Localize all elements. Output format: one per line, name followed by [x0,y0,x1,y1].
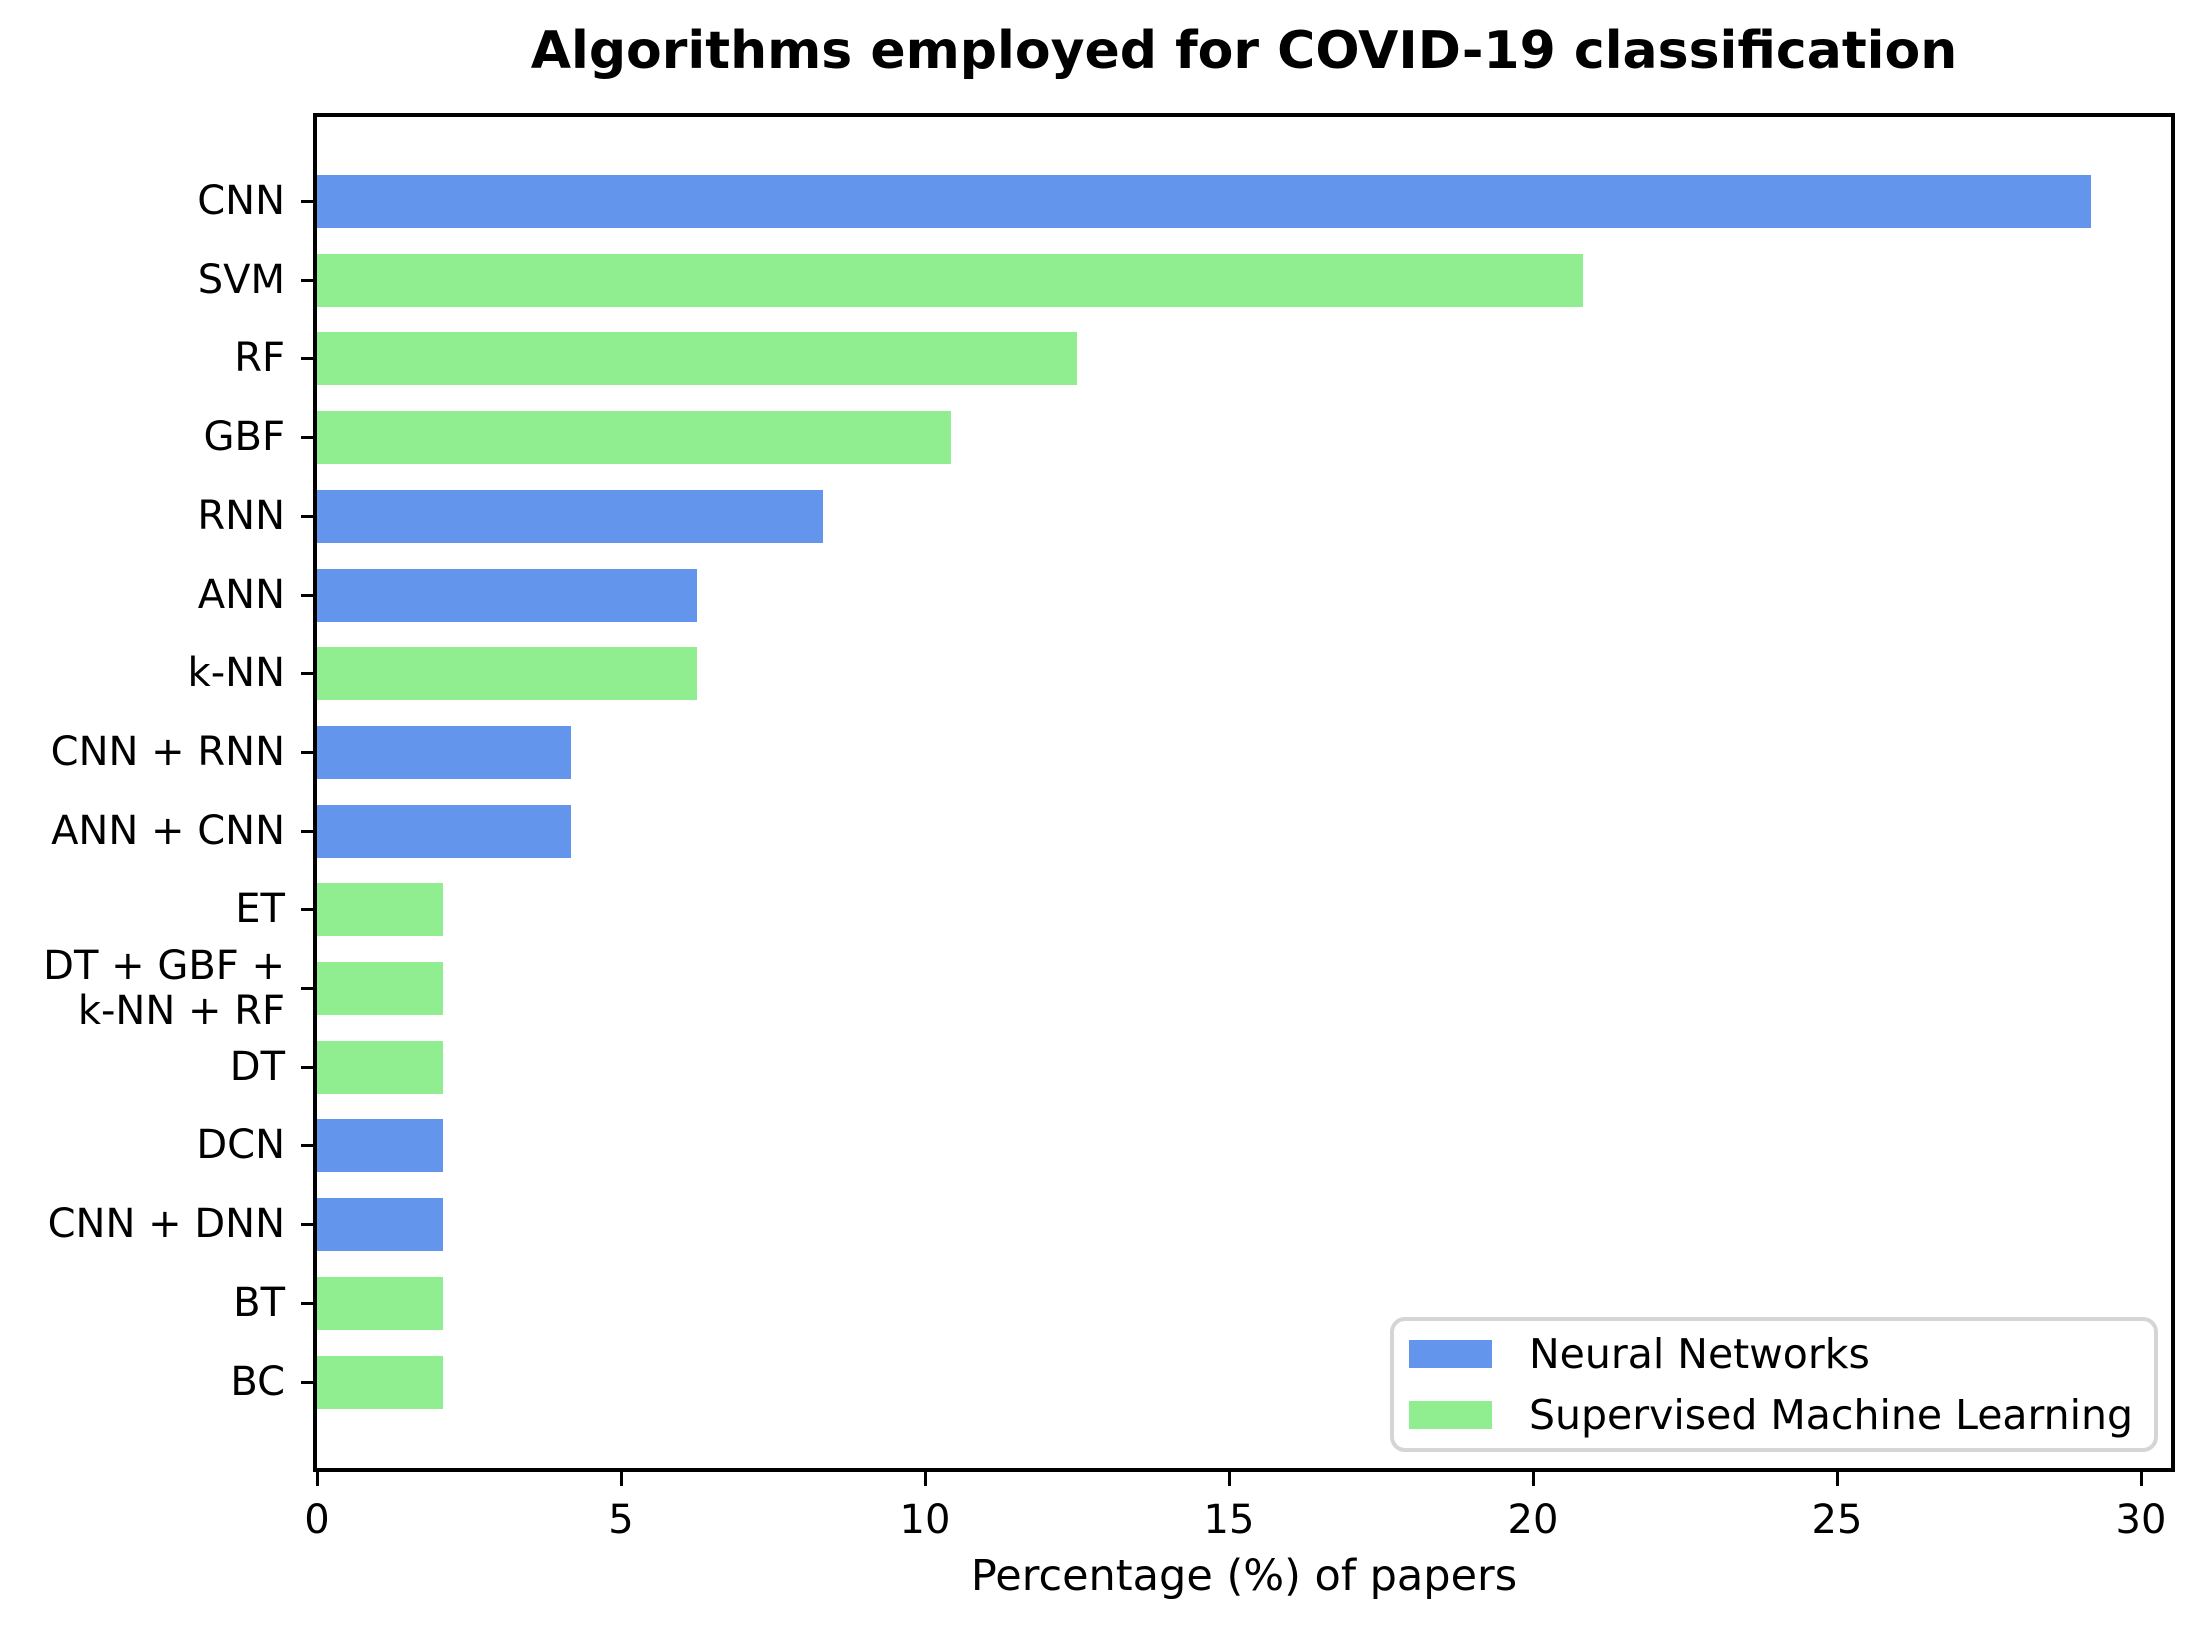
y-axis-tick [301,278,315,282]
legend-label: Supervised Machine Learning [1529,1390,2134,1439]
y-axis-tick [301,1380,315,1384]
x-axis-tick [923,1472,927,1486]
y-axis-tick [301,1223,315,1227]
legend-item: Neural Networks [1409,1326,2154,1382]
bar [317,647,697,701]
y-axis-tick [301,1144,315,1148]
x-tick-label: 5 [608,1497,634,1543]
x-axis-label: Percentage (%) of papers [970,1551,1518,1601]
x-tick-label: 15 [1203,1497,1255,1543]
y-tick-label: GBF [203,414,285,461]
bar [317,1119,443,1173]
y-axis-tick [301,436,315,440]
y-tick-label: RNN [197,492,285,539]
y-tick-label: BC [230,1358,285,1405]
legend-item: Supervised Machine Learning [1409,1387,2154,1443]
x-axis-tick [619,1472,623,1486]
y-tick-label: CNN [197,178,285,224]
y-axis-tick [301,593,315,597]
bar [317,1198,443,1252]
x-axis-tick [315,1472,319,1486]
y-tick-label: DT [229,1043,285,1090]
bar [317,962,443,1015]
y-axis-tick [301,514,315,518]
y-axis-tick [301,200,315,203]
y-tick-label: DCN [196,1122,285,1169]
legend-swatch-neural-networks [1409,1340,1492,1368]
chart-title: Algorithms employed for COVID-19 classif… [530,21,1958,81]
plot-area [313,113,2175,1472]
bar [317,804,571,858]
x-tick-label: 0 [304,1497,330,1543]
x-axis-tick [2139,1472,2143,1486]
bar [317,1040,443,1094]
y-axis-tick [301,750,315,754]
y-axis-tick [301,1301,315,1305]
x-axis-tick [1227,1472,1231,1486]
bar [317,725,571,779]
y-axis-tick [301,1065,315,1069]
y-tick-label: k-NN [187,650,285,697]
bar [317,1276,443,1330]
x-axis-tick [1835,1472,1839,1486]
y-tick-label: CNN + DNN [47,1201,285,1248]
legend: Neural Networks Supervised Machine Learn… [1390,1317,2158,1452]
y-tick-label: BT [233,1279,285,1326]
x-tick-label: 30 [2115,1497,2167,1543]
x-tick-label: 10 [899,1497,951,1543]
bar [317,489,823,543]
y-axis-tick [301,987,315,990]
legend-swatch-supervised-machine-learning [1409,1401,1492,1429]
y-tick-label: SVM [197,256,285,303]
y-tick-label: DT + GBF + k-NN + RF [43,942,285,1034]
legend-label: Neural Networks [1529,1329,1870,1378]
y-tick-label: RF [234,335,285,382]
x-axis-tick [1531,1472,1535,1486]
bar [317,411,951,465]
bar [317,332,1077,386]
y-tick-label: ET [235,886,285,933]
y-axis-tick [301,672,315,676]
bar [317,253,1583,307]
bar [317,1355,443,1409]
bar [317,175,2091,228]
y-tick-label: CNN + RNN [50,728,285,775]
y-axis-tick [301,829,315,833]
y-tick-label: ANN + CNN [51,807,285,854]
y-axis-tick [301,908,315,912]
bar [317,883,443,937]
x-tick-label: 25 [1811,1497,1863,1543]
y-tick-label: ANN [197,571,285,618]
x-tick-label: 20 [1507,1497,1559,1543]
y-axis-tick [301,357,315,361]
bar [317,568,697,622]
